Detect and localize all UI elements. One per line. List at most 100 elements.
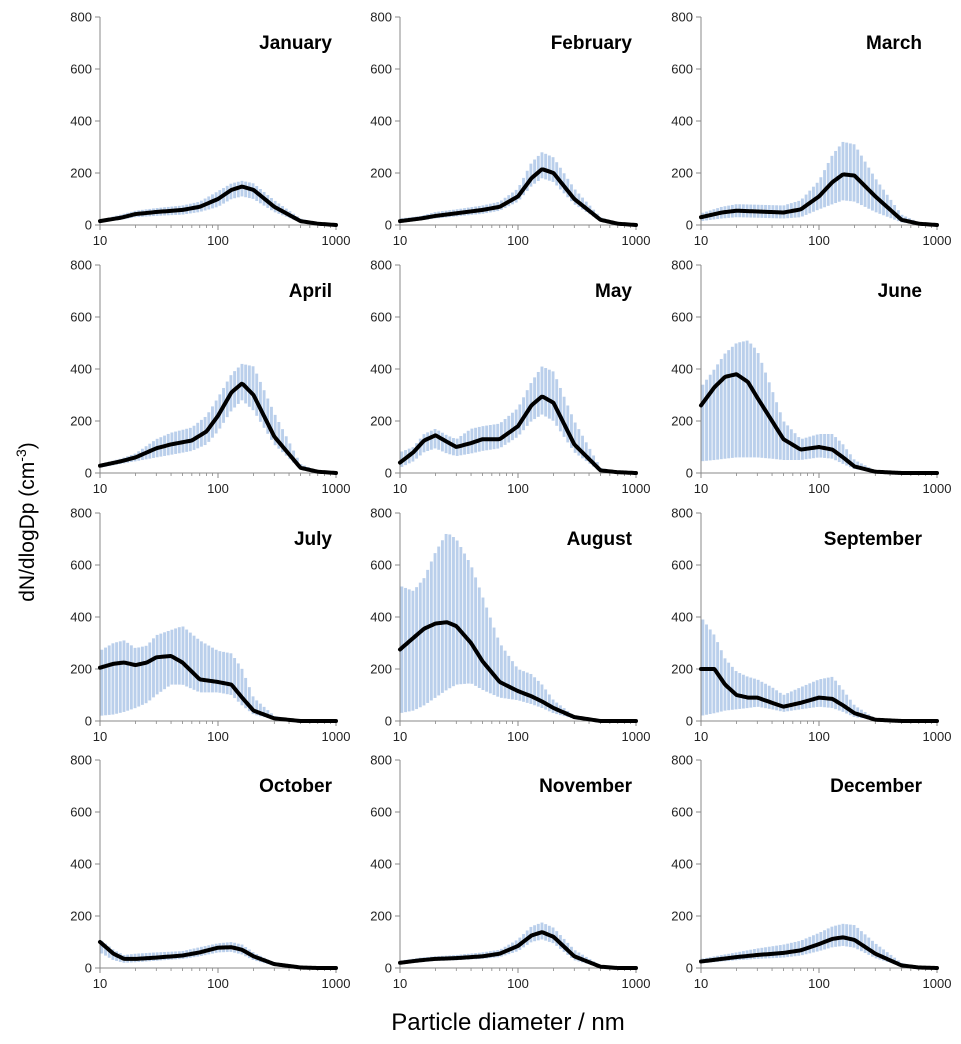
range-bar [258,703,262,717]
range-bar [499,645,503,698]
range-bar [771,687,775,710]
range-bar [778,692,782,712]
range-bar [247,687,251,712]
y-axis-label: dN/dlogDp (cm-3) [13,442,39,602]
panel-title: May [595,281,632,302]
range-bar [566,405,570,443]
range-bar [196,638,200,692]
y-tick-label: 800 [70,10,92,25]
range-bar [429,430,433,450]
median-line [398,167,638,227]
range-bar [764,372,767,459]
range-bar [426,569,430,703]
range-bar [837,440,841,463]
range-bar [236,663,240,702]
range-bar [789,691,793,711]
range-bar [823,678,826,708]
range-bar [496,637,500,697]
range-bar [218,651,222,693]
range-bar [741,674,745,709]
range-bar [760,362,764,458]
y-tick-label: 400 [671,362,693,377]
median-line [98,654,338,723]
range-bar [104,943,107,956]
y-tick-label: 0 [385,218,392,233]
range-bar [845,924,849,947]
range-bar [793,689,797,711]
range-bar [185,629,189,687]
range-bar [845,449,849,466]
range-bar [874,943,878,959]
panel-title: February [551,33,633,54]
range-bar [540,366,544,415]
range-bar [137,647,141,707]
panel-title: January [259,33,332,54]
range-bar [129,645,133,710]
range-bar [404,587,407,713]
range-bar [727,350,731,459]
range-bar [270,406,273,440]
x-tick-label: 100 [507,481,529,496]
range-bar [407,589,411,712]
y-tick-label: 0 [686,466,693,481]
x-tick-label: 1000 [322,481,351,496]
x-tick-label: 100 [507,233,529,248]
range-bar [841,141,845,201]
range-bar [826,434,830,459]
range-bar [841,689,845,712]
range-bar [738,342,742,458]
y-tick-label: 800 [671,258,693,273]
range-bar [797,688,801,710]
y-tick-label: 200 [671,414,693,429]
range-bar [845,694,849,714]
range-bar [812,681,815,708]
panel-september: 0 200 400 600 800 10 100 1000 September [671,506,951,745]
panel-december: 0 200 400 600 800 10 100 1000 December [671,753,951,992]
y-tick-label: 400 [70,857,92,872]
x-tick-label: 100 [507,976,529,991]
range-bar [760,681,764,708]
x-tick-label: 10 [694,729,708,744]
y-tick-label: 200 [370,166,392,181]
range-bar [701,384,705,462]
range-bar [518,669,522,701]
range-bar [255,373,259,416]
range-bar [525,672,529,703]
range-bar [804,684,808,709]
range-bar [148,642,152,701]
median-line [699,172,939,227]
range-bar [848,924,852,948]
panel-june: 0 200 400 600 800 10 100 1000 June [671,258,951,497]
median-line [699,667,939,723]
panel-march: 0 200 400 600 800 10 100 1000 March [671,10,951,249]
range-bar [882,949,885,961]
range-bar [111,643,115,715]
range-bar [222,651,225,694]
range-bar [492,627,496,696]
range-bar [708,629,712,715]
range-bar [723,353,727,459]
y-tick-label: 0 [385,714,392,729]
range-bar [100,649,104,716]
range-bars [701,141,937,226]
y-tick-label: 400 [370,114,392,129]
x-tick-label: 100 [207,481,229,496]
range-bar [716,364,720,460]
y-tick-label: 800 [370,10,392,25]
range-bar [808,936,812,954]
y-tick-label: 200 [70,166,92,181]
range-bar [767,685,771,709]
range-bar [155,634,159,695]
range-bar [452,537,455,687]
y-tick-label: 200 [671,662,693,677]
range-bar [529,163,533,187]
range-bar [529,673,533,704]
panel-february: 0 200 400 600 800 10 100 1000 February [370,10,650,249]
range-bar [159,633,163,692]
panel-may: 0 200 400 600 800 10 100 1000 May [370,258,650,497]
range-bar [177,627,181,685]
range-bar [207,645,211,693]
range-bar [488,617,492,694]
x-tick-label: 10 [393,729,407,744]
